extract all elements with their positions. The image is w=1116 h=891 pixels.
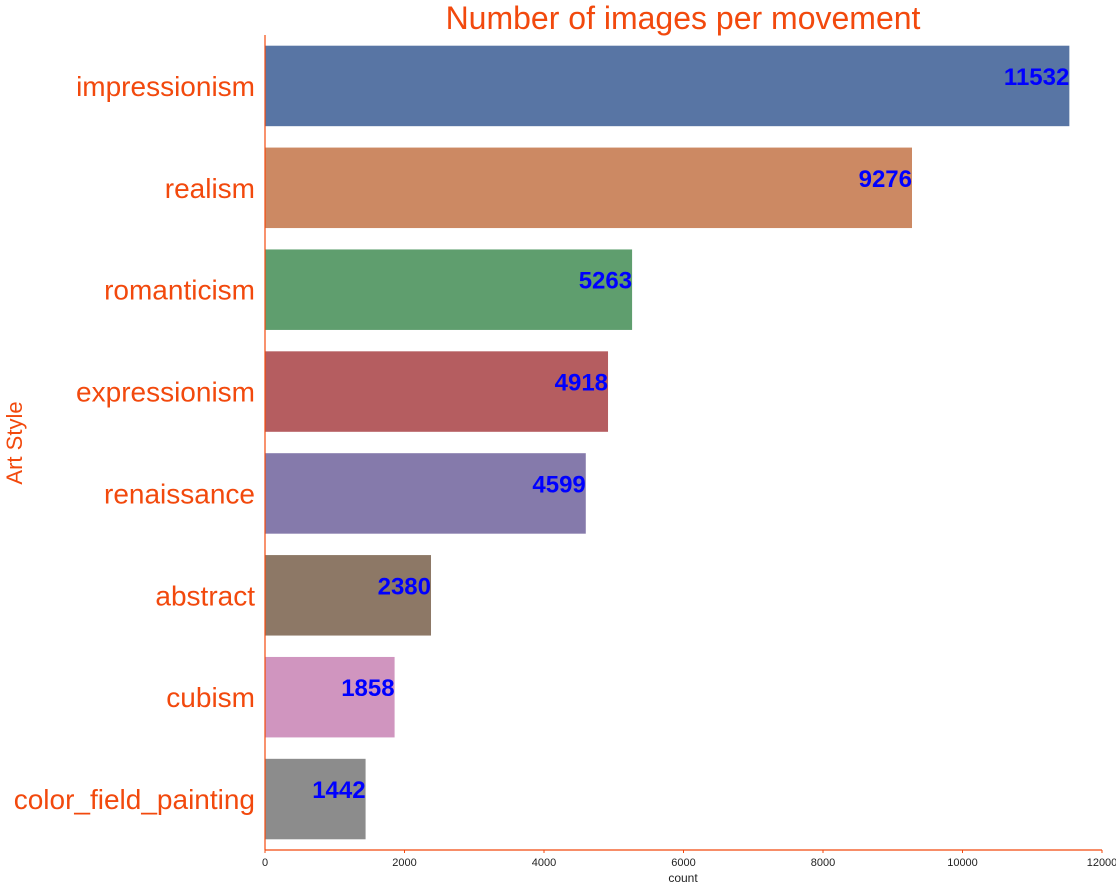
bar-renaissance <box>265 453 586 534</box>
x-tick-label: 2000 <box>392 857 416 869</box>
bars-layer <box>265 45 1070 840</box>
bar-expressionism <box>265 351 609 432</box>
bar-realism <box>265 147 913 229</box>
value-label-romanticism: 5263 <box>579 268 632 295</box>
value-label-cubism: 1858 <box>341 675 394 702</box>
value-label-abstract: 2380 <box>378 573 431 600</box>
category-label-realism: realism <box>165 173 255 204</box>
x-tick-label: 0 <box>262 857 268 869</box>
x-axis-label: count <box>668 871 698 885</box>
value-label-color-field-painting: 1442 <box>312 777 365 804</box>
bar-color-field-painting <box>265 758 366 840</box>
x-tick-label: 10000 <box>947 857 978 869</box>
x-tick-label: 4000 <box>532 857 556 869</box>
category-label-cubism: cubism <box>166 682 255 713</box>
category-label-expressionism: expressionism <box>76 377 255 408</box>
category-label-romanticism: romanticism <box>104 275 255 306</box>
bar-abstract <box>265 555 432 636</box>
value-label-impressionism: 11532 <box>1004 64 1069 91</box>
category-label-abstract: abstract <box>155 580 255 611</box>
x-ticks-layer: 0 2000 4000 6000 8000 10000 12000 <box>262 850 1116 869</box>
x-tick-label: 6000 <box>671 857 695 869</box>
bar-romanticism <box>265 249 633 330</box>
y-axis-label: Art Style <box>2 401 27 484</box>
x-tick-label: 8000 <box>811 857 835 869</box>
bar-cubism <box>265 656 395 738</box>
category-label-impressionism: impressionism <box>76 71 255 102</box>
value-label-realism: 9276 <box>859 166 912 193</box>
category-label-renaissance: renaissance <box>104 478 255 509</box>
value-label-expressionism: 4918 <box>555 370 608 397</box>
chart-title: Number of images per movement <box>446 0 921 36</box>
category-label-color-field-painting: color_field_painting <box>14 784 255 815</box>
x-tick-label: 12000 <box>1087 857 1116 869</box>
category-labels-layer: impressionism realism romanticism expressio… <box>14 71 255 815</box>
bar-impressionism <box>265 45 1070 127</box>
value-labels-layer: 11532 9276 5263 4918 4599 2380 1858 1442 <box>312 64 1069 804</box>
value-label-renaissance: 4599 <box>532 471 585 498</box>
